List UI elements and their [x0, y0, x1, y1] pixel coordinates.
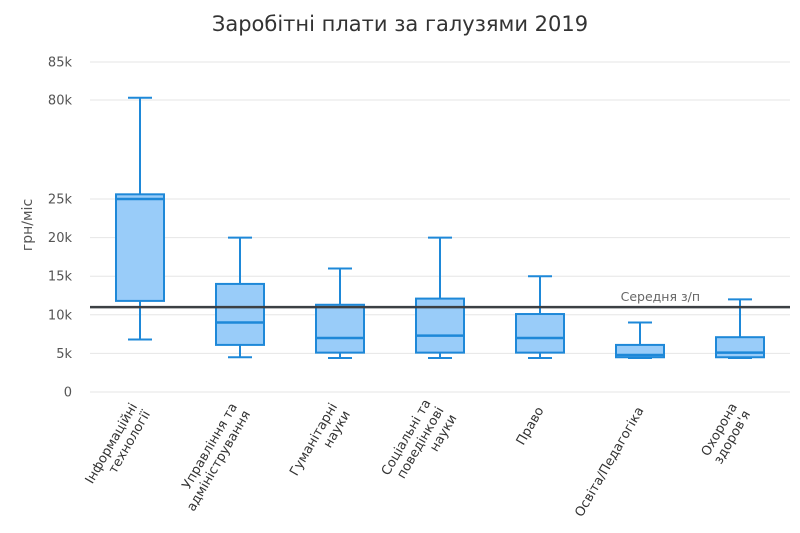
y-axis-label: грн/міс: [20, 199, 36, 251]
box-6: [615, 321, 665, 360]
category-label-line: Освіта/Педагогіка: [572, 405, 647, 520]
category-label: Гуманітарнінауки: [287, 401, 354, 487]
iqr-box: [315, 303, 365, 354]
y-tick-label: 0: [64, 386, 72, 401]
average-salary-label: Середня з/п: [621, 289, 700, 304]
box-1: [115, 96, 165, 341]
box-4: [415, 236, 465, 360]
y-tick-label: 20k: [48, 231, 73, 246]
box-7: [715, 298, 765, 360]
y-axis-ticks: 0 5k 10k 15k 20k 25k 80k 85k: [48, 56, 73, 401]
box-5: [515, 275, 565, 360]
category-label-line: Право: [514, 404, 548, 448]
category-label: Освіта/Педагогіка: [572, 405, 647, 520]
category-label: Інформаційнітехнології: [83, 400, 154, 494]
chart-title: Заробітні плати за галузями 2019: [212, 12, 588, 36]
category-label: Право: [514, 404, 548, 448]
iqr-box: [515, 313, 565, 354]
box-3: [315, 267, 365, 360]
y-tick-label: 80k: [48, 94, 73, 109]
boxes: [115, 96, 765, 360]
category-labels: Інформаційнітехнології Управління таадмін…: [83, 397, 754, 520]
category-label: Охороназдоров'я: [698, 401, 754, 467]
box-2: [215, 236, 265, 359]
iqr-box: [215, 282, 265, 346]
iqr-box: [115, 193, 165, 302]
y-tick-label: 15k: [48, 270, 73, 285]
reference-line-group: Середня з/п: [90, 289, 790, 309]
y-tick-label: 10k: [48, 308, 73, 323]
iqr-box: [715, 336, 765, 359]
y-tick-label: 5k: [56, 347, 72, 362]
category-label: Управління таадміністрування: [171, 401, 254, 514]
category-label: Соціальні таповедінковінауки: [379, 397, 461, 493]
y-tick-label: 25k: [48, 193, 73, 208]
y-tick-label: 85k: [48, 56, 73, 71]
